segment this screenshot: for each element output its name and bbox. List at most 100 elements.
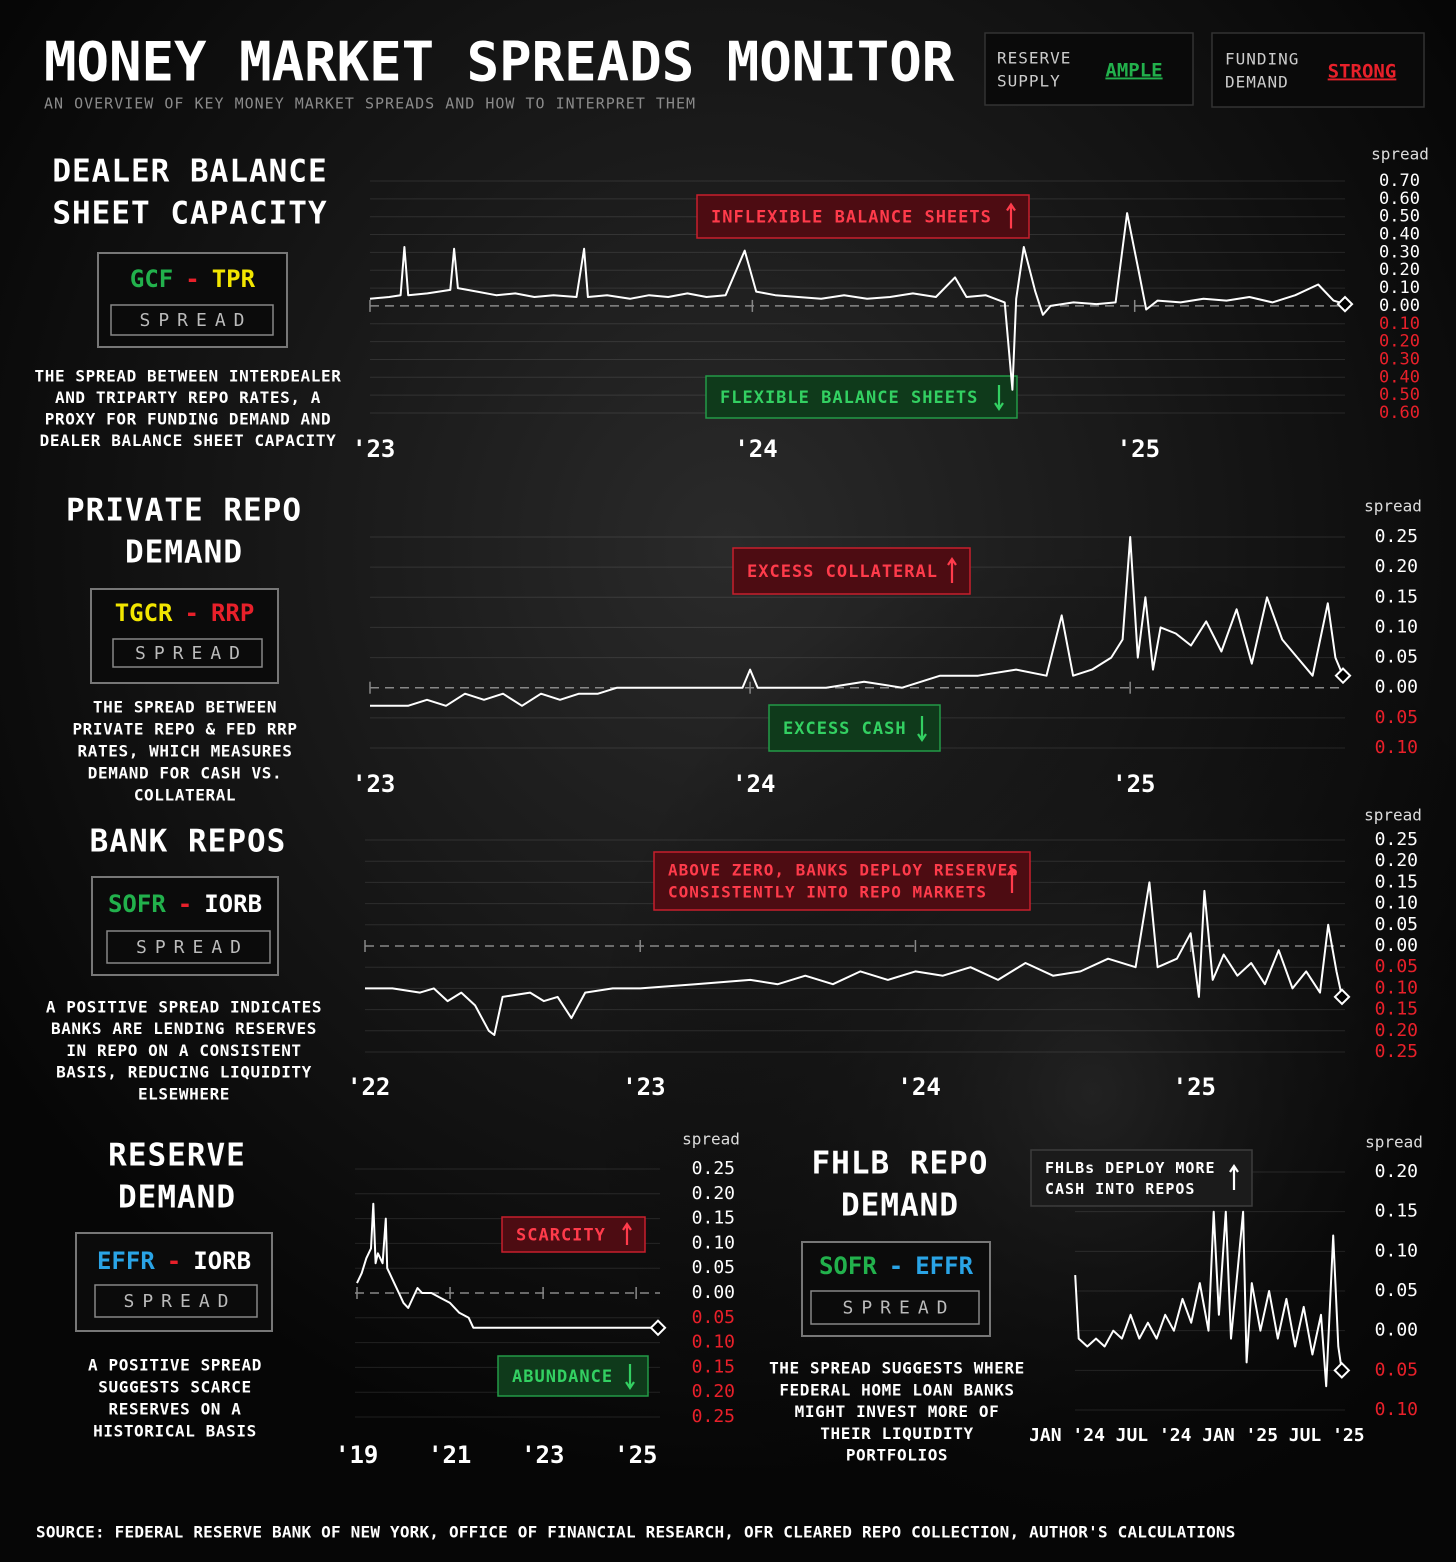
panel-title: SHEET CAPACITY bbox=[52, 196, 327, 232]
series-line bbox=[1074, 1210, 1343, 1388]
x-tick-label: JUL '24 bbox=[1116, 1425, 1192, 1446]
y-tick-label: 0.40 bbox=[1379, 225, 1420, 245]
status-label: DEMAND bbox=[1225, 73, 1289, 92]
panel-description: FEDERAL HOME LOAN BANKS bbox=[779, 1380, 1014, 1399]
status-box bbox=[984, 32, 1194, 106]
y-tick-label: 0.05 bbox=[1375, 707, 1418, 728]
formula: SOFR - EFFR bbox=[819, 1252, 974, 1280]
y-tick-label: 0.20 bbox=[1379, 260, 1420, 280]
annotation-arrow bbox=[1229, 1164, 1239, 1190]
annotation-box bbox=[1030, 1149, 1253, 1207]
y-tick-label: 0.10 bbox=[692, 1232, 735, 1253]
formula-caption: SPREAD bbox=[842, 1298, 955, 1319]
x-tick-label: '23 bbox=[352, 770, 395, 798]
annotation-text: ABUNDANCE bbox=[512, 1367, 613, 1387]
formula-caption-box bbox=[106, 930, 271, 964]
annotation-arrow bbox=[622, 1222, 632, 1245]
page-title: MONEY MARKET SPREADS MONITOR bbox=[44, 31, 955, 94]
y-tick-label: 0.20 bbox=[1375, 1020, 1418, 1041]
annotation-text: EXCESS COLLATERAL bbox=[747, 562, 938, 582]
y-tick-label: 0.15 bbox=[1375, 586, 1418, 607]
formula-part: IORB bbox=[193, 1247, 251, 1275]
status-value: STRONG bbox=[1328, 61, 1397, 83]
y-tick-label: 0.10 bbox=[1375, 616, 1418, 637]
y-tick-label: 0.15 bbox=[692, 1208, 735, 1229]
series-line bbox=[365, 881, 1343, 1036]
panel-description: PRIVATE REPO & FED RRP bbox=[72, 720, 297, 739]
y-tick-label: 0.10 bbox=[1375, 737, 1418, 758]
panel-description: PROXY FOR FUNDING DEMAND AND bbox=[45, 410, 332, 429]
panel-description: THE SPREAD SUGGESTS WHERE bbox=[769, 1359, 1025, 1378]
status-label: SUPPLY bbox=[997, 72, 1061, 91]
formula-part: - bbox=[167, 1247, 181, 1275]
formula-caption: SPREAD bbox=[136, 937, 249, 958]
x-tick-label: JAN '25 bbox=[1202, 1425, 1278, 1446]
annotation-box bbox=[732, 547, 971, 595]
formula-part: RRP bbox=[211, 599, 254, 627]
x-tick-label: '24 bbox=[732, 770, 775, 798]
y-tick-label: 0.15 bbox=[1375, 1201, 1418, 1222]
status-box bbox=[1211, 32, 1425, 108]
formula: SOFR - IORB bbox=[108, 890, 262, 918]
annotation-text: CONSISTENTLY INTO REPO MARKETS bbox=[668, 883, 987, 902]
x-tick-label: '25 bbox=[614, 1441, 657, 1469]
annotation-arrow bbox=[1007, 867, 1017, 893]
annotation-text: CASH INTO REPOS bbox=[1045, 1180, 1195, 1198]
y-tick-label: 0.20 bbox=[692, 1183, 735, 1204]
formula-caption: SPREAD bbox=[135, 643, 248, 664]
status-label: FUNDING bbox=[1225, 50, 1299, 69]
y-tick-label: 0.25 bbox=[1375, 526, 1418, 547]
panel-title: RESERVE bbox=[108, 1138, 246, 1174]
y-tick-label: 0.05 bbox=[692, 1257, 735, 1278]
panel-description: RESERVES ON A bbox=[108, 1400, 241, 1419]
x-tick-label: '22 bbox=[347, 1073, 390, 1101]
x-tick-label: '25 bbox=[1173, 1073, 1216, 1101]
formula-part: IORB bbox=[204, 890, 262, 918]
y-axis-label: spread bbox=[1371, 145, 1429, 164]
panel-title: BANK REPOS bbox=[90, 824, 287, 860]
formula-caption: SPREAD bbox=[123, 1291, 236, 1312]
x-tick-label: '24 bbox=[897, 1073, 940, 1101]
panel-description: MIGHT INVEST MORE OF bbox=[795, 1402, 1000, 1421]
y-tick-label: 0.30 bbox=[1379, 242, 1420, 262]
annotation-text: FHLBs DEPLOY MORE bbox=[1045, 1159, 1216, 1177]
y-tick-label: 0.20 bbox=[1375, 1161, 1418, 1182]
series-line bbox=[370, 536, 1344, 707]
panel-title: FHLB REPO bbox=[812, 1146, 989, 1182]
annotation-box bbox=[501, 1216, 646, 1253]
formula-part: - bbox=[185, 265, 199, 293]
annotation-arrow bbox=[1006, 202, 1016, 229]
y-tick-label: 0.20 bbox=[692, 1381, 735, 1402]
panel-description: A POSITIVE SPREAD bbox=[88, 1356, 262, 1375]
y-tick-label: 0.60 bbox=[1379, 403, 1420, 423]
panel-description: BANKS ARE LENDING RESERVES bbox=[51, 1019, 317, 1038]
end-marker bbox=[1336, 295, 1354, 313]
x-tick-label: '25 bbox=[1117, 435, 1160, 463]
y-tick-label: 0.05 bbox=[1375, 1280, 1418, 1301]
formula-part: SOFR bbox=[108, 890, 166, 918]
y-tick-label: 0.60 bbox=[1379, 189, 1420, 209]
x-tick-label: '23 bbox=[622, 1073, 665, 1101]
y-tick-label: 0.00 bbox=[1379, 296, 1420, 316]
y-tick-label: 0.25 bbox=[692, 1158, 735, 1179]
status-value: AMPLE bbox=[1105, 60, 1162, 82]
panel-description: SUGGESTS SCARCE bbox=[98, 1378, 252, 1397]
status-label: RESERVE bbox=[997, 49, 1071, 68]
annotation-arrow bbox=[917, 716, 927, 742]
formula: GCF - TPR bbox=[130, 265, 256, 293]
y-axis-label: spread bbox=[682, 1130, 740, 1149]
panel-description: IN REPO ON A CONSISTENT bbox=[66, 1041, 301, 1060]
y-tick-label: 0.40 bbox=[1379, 367, 1420, 387]
annotation-arrow bbox=[994, 385, 1004, 411]
panel-description: BASIS, REDUCING LIQUIDITY bbox=[56, 1063, 312, 1082]
formula-part: EFFR bbox=[915, 1252, 973, 1280]
panel-title: DEMAND bbox=[118, 1180, 236, 1216]
formula: TGCR - RRP bbox=[115, 599, 255, 627]
y-tick-label: 0.20 bbox=[1375, 556, 1418, 577]
x-tick-label: JUL '25 bbox=[1289, 1425, 1365, 1446]
y-tick-label: 0.10 bbox=[1379, 314, 1420, 334]
source-note: SOURCE: FEDERAL RESERVE BANK OF NEW YORK… bbox=[36, 1523, 1236, 1542]
x-tick-label: '23 bbox=[521, 1441, 564, 1469]
y-tick-label: 0.05 bbox=[692, 1307, 735, 1328]
panel-description: DEALER BALANCE SHEET CAPACITY bbox=[40, 431, 337, 450]
